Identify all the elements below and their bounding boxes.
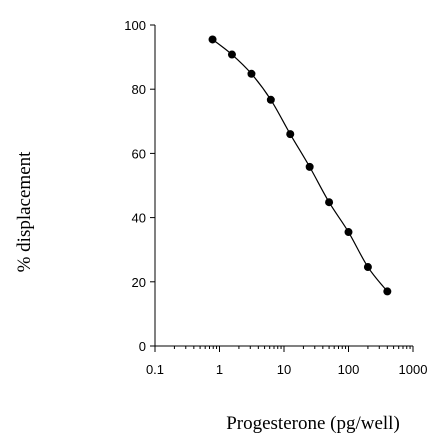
data-point: [266, 95, 275, 104]
y-tick-label: 60: [132, 146, 146, 161]
x-tick-label: 0.1: [146, 362, 164, 377]
x-tick-label: 10: [277, 362, 291, 377]
y-tick-label: 80: [132, 82, 146, 97]
y-tick-label: 20: [132, 275, 146, 290]
y-axis-title: % displacement: [14, 151, 35, 273]
y-tick-label: 40: [132, 211, 146, 226]
y-tick-label: 100: [124, 18, 146, 33]
y-axis: 0 20 40 60 80 100: [124, 18, 156, 354]
y-tick-label: 0: [139, 339, 146, 354]
fit-curve: [212, 38, 388, 292]
data-point: [344, 228, 353, 237]
x-tick-label: 1000: [399, 362, 428, 377]
data-point: [305, 162, 314, 171]
x-axis: 0.1 1 10 100 1000: [146, 345, 428, 377]
data-point: [363, 263, 372, 272]
data-point: [325, 198, 334, 207]
data-point: [383, 287, 392, 296]
x-axis-title: Progesterone (pg/well): [226, 413, 400, 434]
x-tick-label: 1: [216, 362, 223, 377]
data-point: [227, 50, 236, 59]
data-point: [208, 35, 217, 44]
data-point: [247, 69, 256, 78]
data-point: [286, 130, 295, 139]
x-tick-label: 100: [338, 362, 360, 377]
plot-area: [208, 35, 392, 296]
